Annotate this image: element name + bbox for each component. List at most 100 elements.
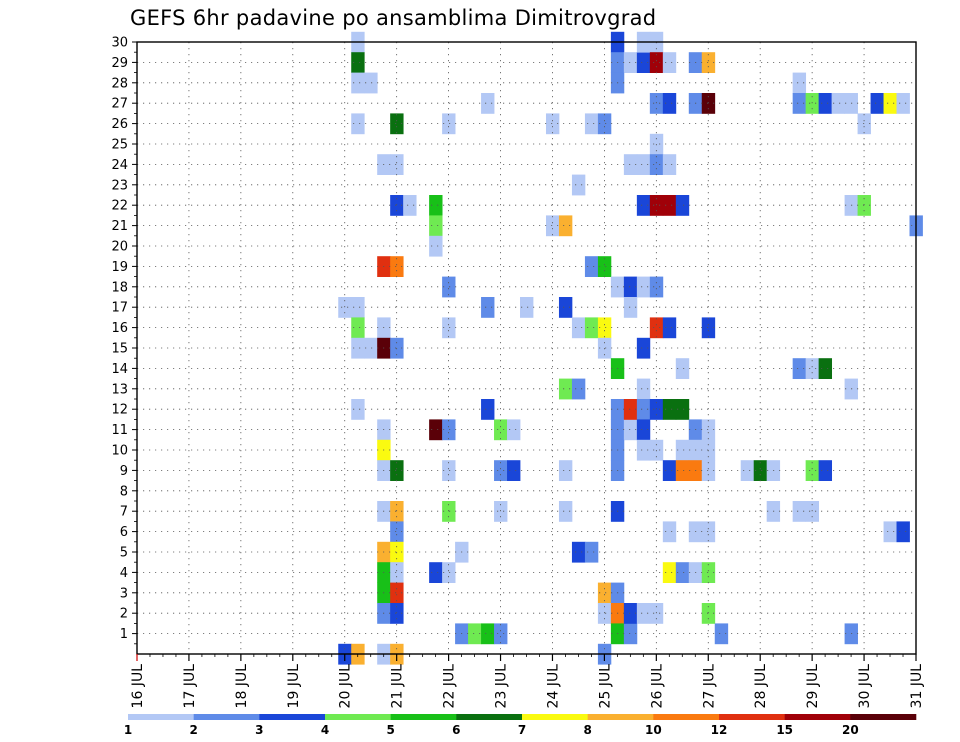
colorbar-label: 6 [452,723,460,737]
heatmap-cell [714,623,729,645]
colorbar-swatch [128,714,194,720]
colorbar-swatch [784,714,851,720]
colorbar-label: 12 [711,723,728,737]
heatmap-cell [390,460,404,481]
heatmap-cell [494,460,508,481]
heatmap-cell [481,623,495,645]
heatmap-cell [351,113,365,135]
heatmap-cell [805,460,820,481]
x-tick-label: 28 JUL [753,664,769,709]
heatmap-cell [883,521,897,543]
y-tick-label: 16 [111,321,128,336]
y-tick-label: 8 [120,484,128,499]
heatmap-cell [442,276,456,298]
heatmap-cell [558,215,573,237]
heatmap-cell [558,501,573,522]
x-tick-label: 24 JUL [545,664,561,709]
colorbar-swatch [325,714,391,720]
heatmap-cell [429,562,443,583]
y-tick-label: 23 [111,178,128,193]
heatmap-cell [390,562,404,583]
heatmap-cell [442,317,456,339]
heatmap-cell [481,297,495,318]
y-tick-label: 13 [111,382,128,397]
grid-layer [137,41,916,654]
heatmap-cell [351,399,365,420]
heatmap-cell [429,215,443,237]
heatmap-cell [662,399,677,420]
heatmap-cell [623,419,638,441]
colorbar-swatch [850,714,917,720]
heatmap-cell [636,378,651,400]
heatmap-cell [649,276,664,298]
heatmap-cell [390,256,404,277]
heatmap-cell [636,154,651,175]
x-tick-label: 19 JUL [286,664,302,709]
heatmap-cell [351,297,365,318]
heatmap-cell [390,603,404,624]
y-tick-label: 18 [111,280,128,295]
heatmap-cell [792,358,807,379]
x-tick-label: 20 JUL [338,664,354,709]
heatmap-cell [558,378,573,400]
colorbar-label: 2 [189,723,197,737]
colorbar-label: 5 [386,723,394,737]
heatmap-cell [390,521,404,543]
heatmap-cell [675,562,690,583]
heatmap-cell [338,297,352,318]
heatmap-cell [545,215,560,237]
x-tick-label: 31 JUL [909,664,925,709]
heatmap-cell [818,93,833,114]
heatmap-cell [662,562,677,583]
heatmap-cell [571,174,586,196]
heatmap-cell [623,623,638,645]
heatmap-cell [636,399,651,420]
heatmap-cell [429,235,443,257]
heatmap-cell [818,358,833,379]
heatmap-cell [481,399,495,420]
y-tick-label: 21 [111,219,128,234]
heatmap-cell [636,419,651,441]
x-tick-label: 30 JUL [857,664,873,709]
x-tick-label: 26 JUL [649,664,665,709]
heatmap-cell [896,521,910,543]
y-tick-label: 20 [111,240,128,255]
heatmap-cell [429,419,443,441]
heatmap-cell [597,582,612,604]
x-tick-label: 23 JUL [494,664,510,709]
y-tick-label: 19 [111,260,128,275]
heatmap-cell [701,419,716,441]
x-tick-label: 25 JUL [597,664,613,709]
heatmap-cell [701,603,716,624]
heatmap-cell [662,154,677,175]
heatmap-cell [390,113,404,135]
heatmap-cell [623,154,638,175]
heatmap-cell [636,439,651,461]
heatmap-cell [883,93,897,114]
y-tick-label: 26 [111,117,128,132]
heatmap-cell [351,52,365,73]
x-tick-label: 22 JUL [442,664,458,709]
y-tick-label: 11 [111,423,128,438]
heatmap-cell [662,195,677,216]
heatmap-cell [805,501,820,522]
y-tick-label: 3 [120,586,128,601]
y-tick-label: 17 [111,301,128,316]
heatmap-cell [662,521,677,543]
heatmap-cell [857,195,871,216]
x-tick-label: 21 JUL [390,664,406,709]
heatmap-cell [792,501,807,522]
heatmap-cell [571,378,586,400]
y-tick-label: 14 [111,362,128,377]
heatmap-cell [390,582,404,604]
heatmap-cell [701,460,716,481]
x-tick-label: 17 JUL [182,664,198,709]
heatmap-cell [494,419,508,441]
heatmap-cell [805,93,820,114]
heatmap-cell [494,501,508,522]
heatmap-cell [701,521,716,543]
heatmap-cell [649,154,664,175]
colorbar-swatch [259,714,326,720]
axis-layer: 1234567891011121314151617181920212223242… [111,36,925,709]
